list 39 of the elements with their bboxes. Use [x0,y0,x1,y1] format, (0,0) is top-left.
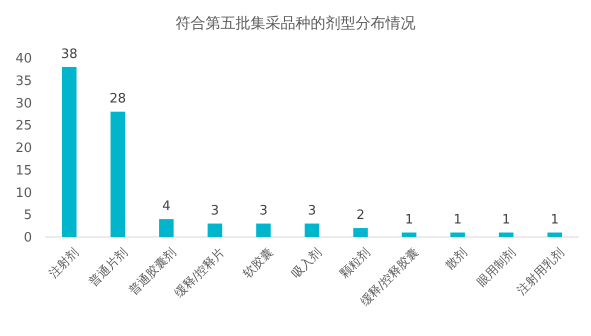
data-label: 3 [210,204,220,219]
x-tick-label: 注射剂 [46,245,82,281]
x-tick-label: 软胶囊 [240,245,276,281]
data-label: 28 [110,92,126,107]
x-tick-label: 散剂 [442,245,470,272]
y-tick-label: 35 [15,74,32,89]
data-label: 3 [308,204,316,219]
y-tick-label: 25 [15,118,32,134]
data-label: 2 [356,208,365,224]
bar [353,228,368,237]
bar [208,224,222,237]
bar [159,219,174,237]
data-label: 38 [61,46,78,62]
x-tick-label: 吸入剂 [288,245,324,281]
bar [450,232,465,237]
data-label: 3 [259,204,268,219]
data-label: 4 [162,199,171,214]
bar [498,232,514,237]
chart-title: 符合第五批集采品种的剂型分布情况 [176,14,416,32]
bar [304,224,320,237]
bar [402,232,416,237]
y-tick-label: 30 [15,96,32,112]
y-tick-label: 40 [15,52,32,67]
x-tick-label: 普通片剂 [86,245,130,289]
y-tick-label: 10 [15,186,32,201]
y-tick-label: 5 [24,208,32,224]
bar [547,232,562,237]
y-tick-label: 15 [15,163,32,178]
x-tick-label: 颗粒剂 [337,245,373,281]
bar [62,66,77,237]
data-label: 1 [453,212,462,228]
x-tick-label: 眼用制剂 [474,245,518,289]
data-label: 1 [404,212,414,228]
bar [256,224,271,237]
y-tick-label: 20 [15,141,32,156]
y-tick-label: 0 [24,230,32,246]
bar [110,112,126,237]
data-label: 1 [550,212,559,228]
data-label: 1 [502,212,510,228]
